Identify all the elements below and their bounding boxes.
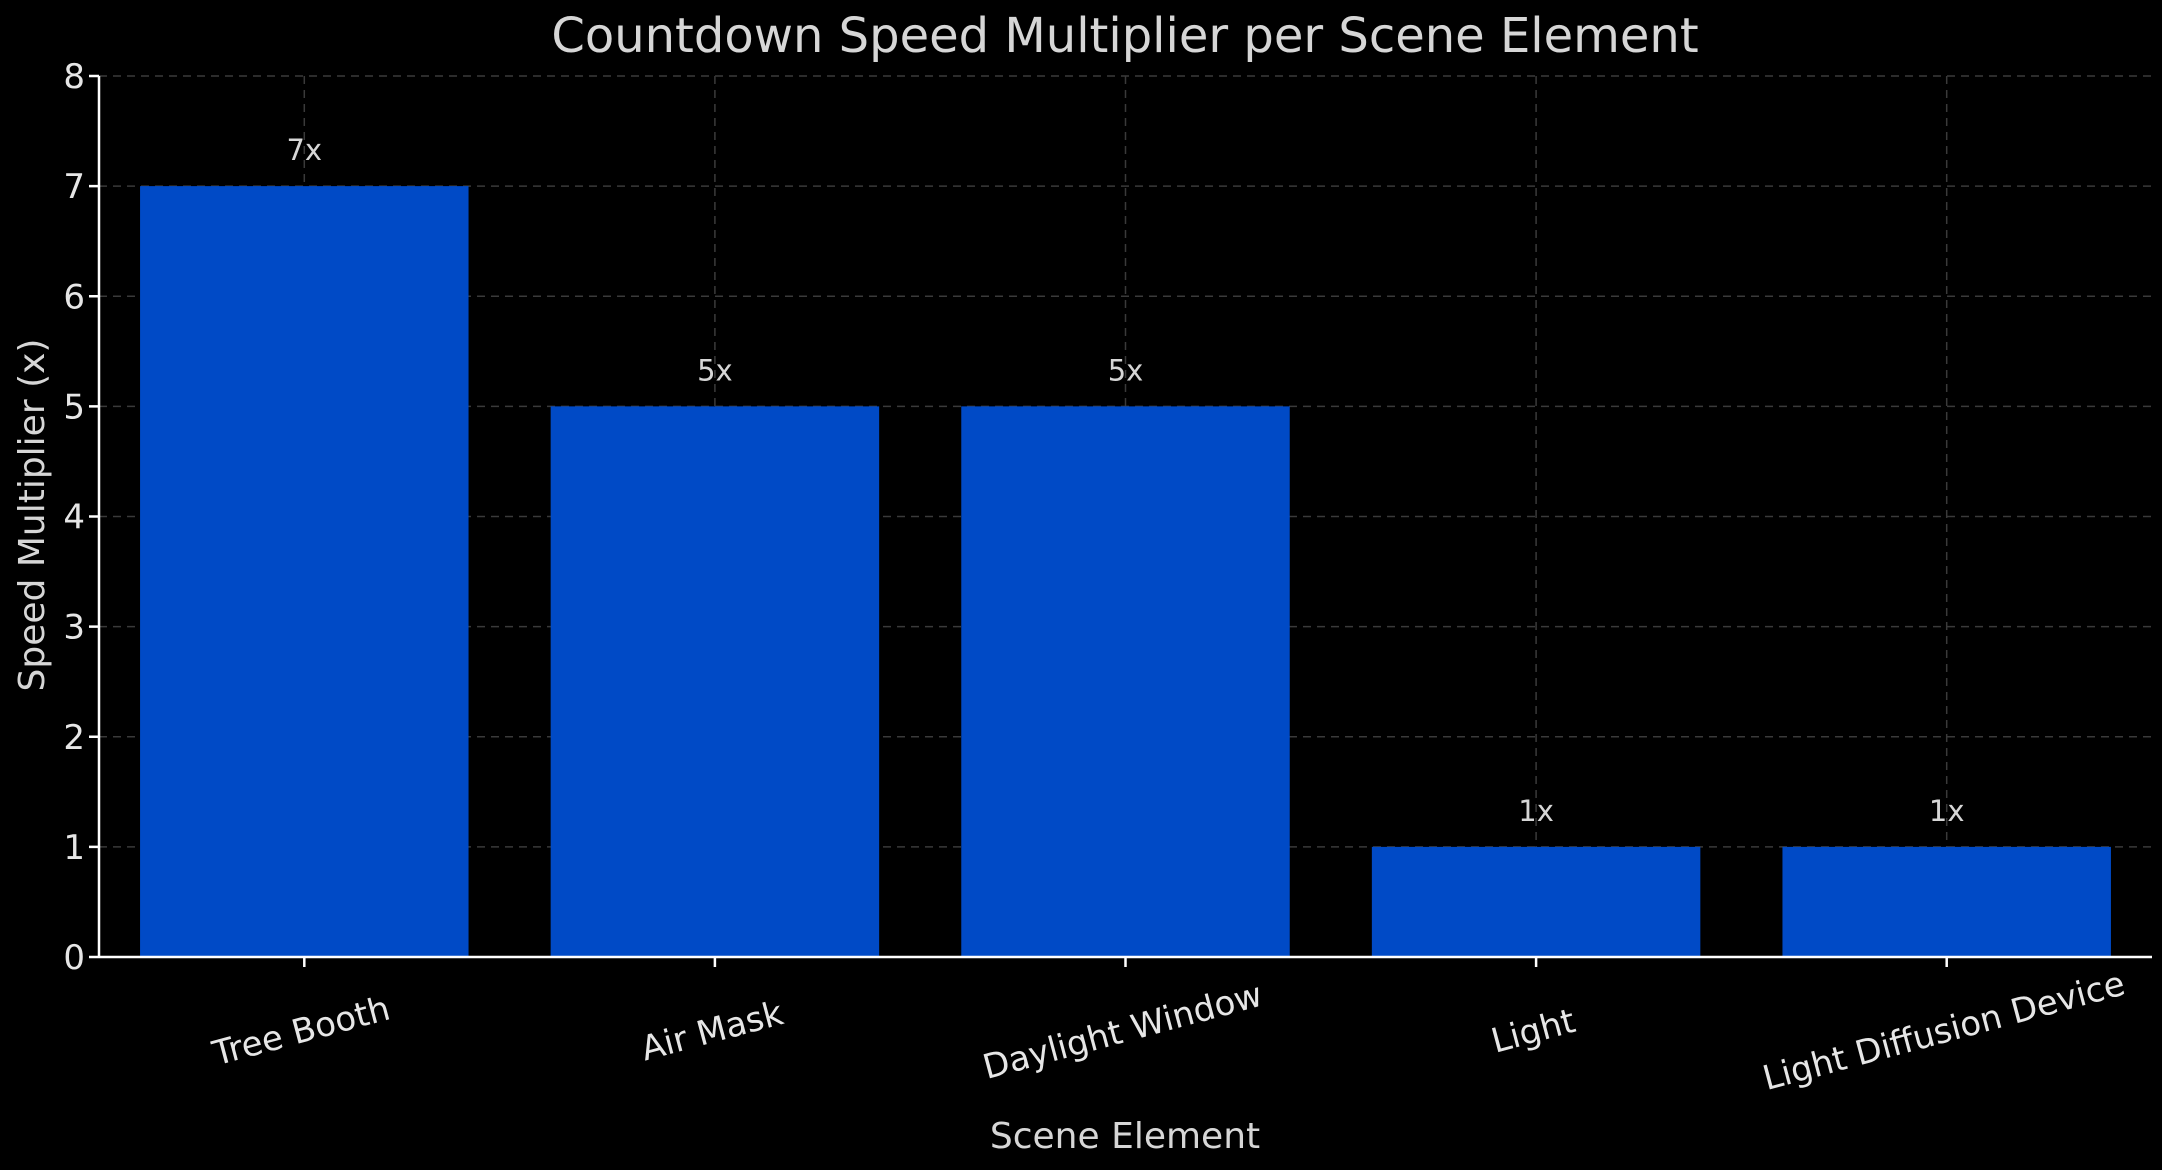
data-label: 1x [1518, 794, 1554, 828]
data-label: 1x [1929, 794, 1965, 828]
y-tick-label: 5 [63, 387, 85, 427]
bar [1371, 846, 1701, 957]
y-tick-label: 8 [63, 57, 85, 97]
chart-title: Countdown Speed Multiplier per Scene Ele… [551, 8, 1698, 64]
x-tick-label: Daylight Window [979, 975, 1267, 1088]
axes-layer [89, 74, 2152, 967]
x-tick-label: Light Diffusion Device [1759, 964, 2130, 1099]
x-axis-label: Scene Element [990, 1116, 1260, 1157]
data-label: 7x [286, 133, 322, 167]
bars-layer [140, 186, 2111, 957]
bar [550, 406, 880, 957]
x-tick-label: Tree Booth [208, 989, 395, 1075]
x-tick-label: Light [1487, 1001, 1579, 1062]
y-tick-label: 3 [63, 608, 85, 648]
x-tick-label: Air Mask [637, 993, 788, 1069]
data-label: 5x [1108, 353, 1144, 387]
bar [961, 406, 1290, 957]
y-tick-label: 1 [63, 828, 85, 868]
bar [140, 186, 469, 957]
y-tick-label: 4 [63, 498, 85, 538]
y-axis-label: Speed Multiplier (x) [12, 339, 53, 692]
y-tick-label: 6 [63, 277, 85, 317]
y-tick-label: 2 [63, 718, 85, 758]
y-tick-label: 7 [63, 167, 85, 207]
data-label: 5x [697, 353, 733, 387]
y-tick-label: 0 [63, 938, 85, 978]
bar [1782, 846, 2111, 957]
